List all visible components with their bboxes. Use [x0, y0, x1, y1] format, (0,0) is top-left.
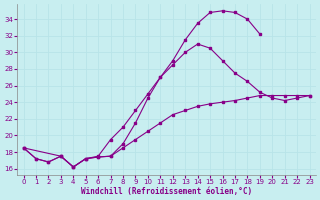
X-axis label: Windchill (Refroidissement éolien,°C): Windchill (Refroidissement éolien,°C)	[81, 187, 252, 196]
